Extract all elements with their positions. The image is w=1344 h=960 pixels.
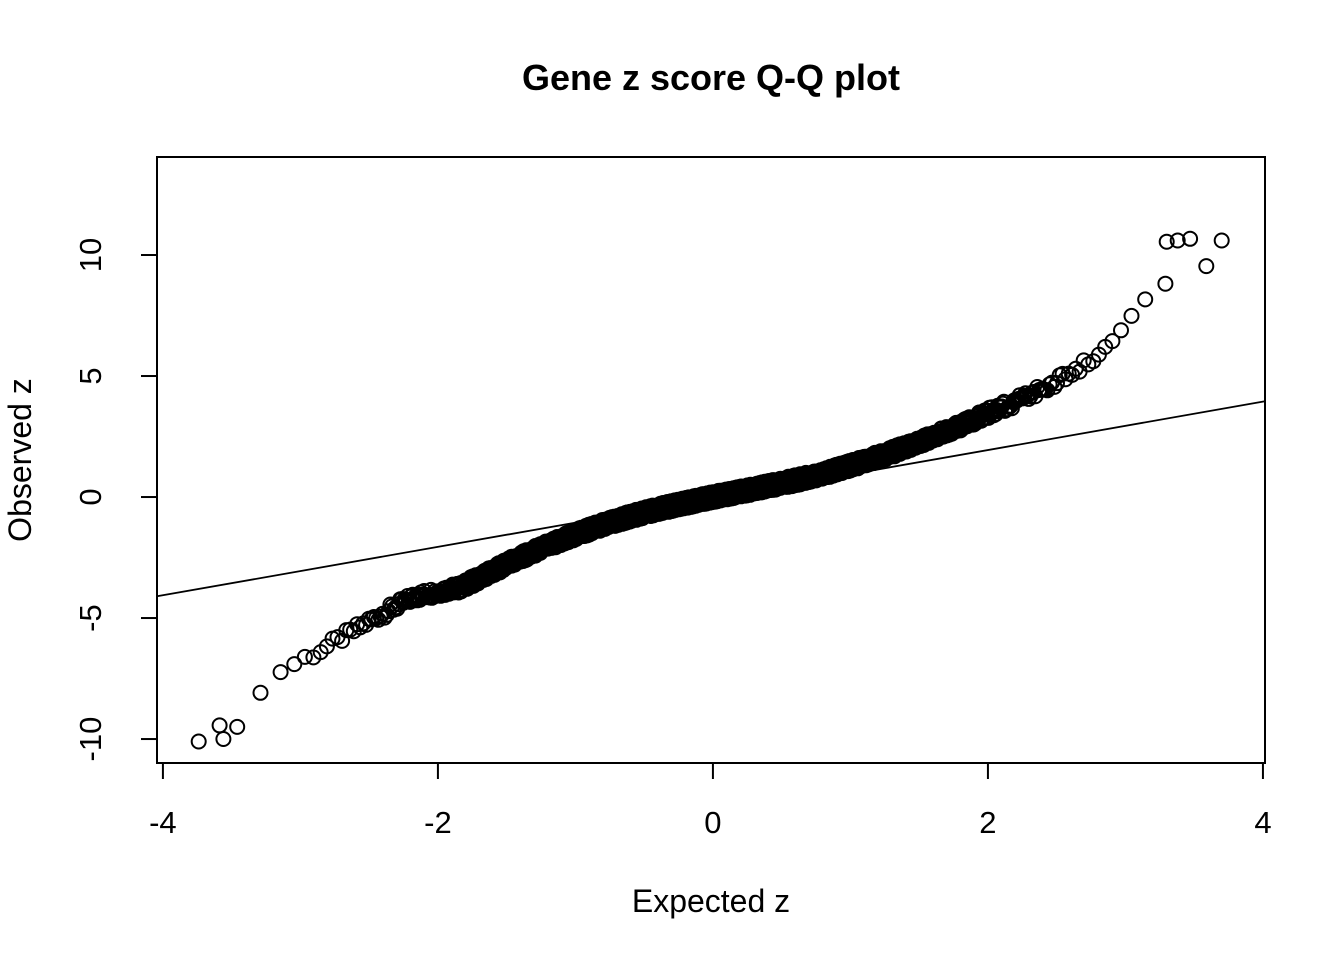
y-axis: -10 -5 0 5 10 — [73, 238, 157, 762]
x-tick-label: -2 — [424, 805, 452, 840]
qq-point-cloud — [211, 258, 1215, 734]
qq-outlier-points — [190, 230, 1230, 750]
x-tick-label: 0 — [704, 805, 721, 840]
x-tick-label: 4 — [1254, 805, 1271, 840]
x-axis-title: Expected z — [632, 883, 790, 919]
y-tick-label: 10 — [73, 238, 108, 272]
y-tick-label: 0 — [73, 488, 108, 505]
chart-title: Gene z score Q-Q plot — [522, 57, 900, 98]
qq-reference-line — [156, 400, 1266, 598]
x-tick-label: 2 — [979, 805, 996, 840]
y-axis-title: Observed z — [2, 378, 38, 542]
x-tick-label: -4 — [149, 805, 177, 840]
y-tick-label: 5 — [73, 367, 108, 384]
plot-box — [156, 156, 1266, 764]
y-tick-label: -5 — [73, 604, 108, 632]
y-tick-label: -10 — [73, 717, 108, 762]
x-axis: -4 -2 0 2 4 — [149, 763, 1272, 840]
